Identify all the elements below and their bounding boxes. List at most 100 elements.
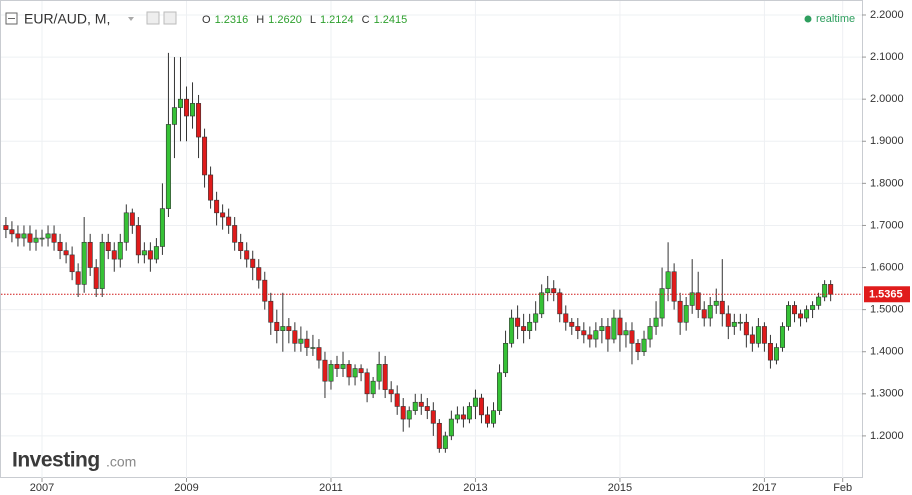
candle-body [599, 326, 605, 331]
candle-body [33, 237, 39, 243]
candle-body [725, 313, 731, 327]
candle-body [436, 422, 442, 449]
candle-body [497, 372, 503, 411]
candle-body [491, 410, 497, 424]
candle-body [828, 284, 834, 295]
candle-body [256, 267, 262, 281]
y-tick-label: 2.0000 [870, 93, 904, 105]
candle-body [424, 406, 430, 411]
candle-body [232, 225, 238, 243]
candle-body [701, 309, 707, 319]
candle-body [647, 326, 653, 340]
candle-body [27, 233, 33, 243]
candle-body [689, 292, 695, 306]
candle-body [105, 241, 111, 252]
y-tick-label: 1.9000 [870, 135, 904, 147]
candle-body [665, 271, 671, 289]
candle-body [57, 241, 63, 252]
y-tick-label: 2.1000 [870, 51, 904, 63]
candle-body [587, 334, 593, 340]
candle-body [388, 389, 394, 395]
candle-body [117, 241, 123, 260]
candle-body [743, 321, 749, 336]
plot-frame [0, 0, 863, 478]
candle-body [340, 364, 346, 369]
candle-body [521, 326, 527, 331]
x-tick-label: 2017 [752, 482, 776, 494]
candle-body [671, 271, 677, 302]
candle-body [515, 317, 521, 327]
candle-body [39, 237, 45, 240]
candle-body [569, 321, 575, 327]
readout-label: L [310, 14, 316, 26]
status: realtime [816, 13, 855, 25]
candle-body [779, 326, 785, 348]
candle-body [683, 305, 689, 323]
candle-body [280, 326, 286, 331]
candle-body [153, 246, 159, 260]
candle-body [63, 250, 69, 256]
readout-value: 1.2620 [268, 14, 302, 26]
logo-suffix: .com [106, 454, 136, 470]
candle-body [454, 414, 460, 420]
candle-body [177, 98, 183, 108]
candle-body [641, 338, 647, 353]
status-dot [804, 15, 812, 23]
candle-body [159, 208, 165, 247]
candle-body [81, 241, 87, 285]
candle-body [581, 330, 587, 336]
candle-body [310, 347, 316, 349]
candle-body [93, 267, 99, 289]
candle-body [382, 364, 388, 390]
symbol-title: EUR/AUD, M, [24, 11, 110, 27]
candle-body [184, 98, 190, 117]
candle-body [244, 250, 250, 260]
candle-body [629, 330, 635, 344]
candle-body [737, 321, 743, 324]
candle-body [822, 284, 828, 298]
candle-body [785, 305, 791, 327]
candle-body [394, 393, 400, 407]
candle-body [9, 229, 15, 235]
candle-body [304, 338, 310, 348]
candle-body [545, 288, 551, 294]
candle-body [21, 233, 27, 239]
candle-body [171, 107, 177, 125]
logo: Investing [12, 449, 100, 472]
candle-body [15, 233, 21, 239]
candle-body [406, 410, 412, 420]
candle-body [274, 321, 280, 331]
close-icon[interactable] [163, 11, 177, 25]
candle-body [478, 397, 484, 416]
x-tick-label: 2011 [319, 482, 343, 494]
candle-body [430, 410, 436, 424]
readout-label: C [362, 14, 370, 26]
readout-value: 1.2415 [374, 14, 408, 26]
candle-body [220, 212, 226, 218]
candle-body [773, 347, 779, 361]
candle-body [286, 326, 292, 331]
settings-icon[interactable] [146, 11, 160, 25]
candle-body [804, 309, 810, 319]
dropdown-caret[interactable] [128, 17, 134, 21]
candle-body [653, 317, 659, 327]
candle-body [617, 317, 623, 336]
candle-body [376, 364, 382, 382]
x-tick-label: Feb [833, 482, 852, 494]
candle-body [316, 347, 322, 361]
candle-body [719, 300, 725, 315]
candle-body [472, 397, 478, 407]
candle-body [623, 330, 629, 336]
candle-body [298, 338, 304, 344]
y-tick-label: 1.4000 [870, 346, 904, 358]
candle-body [484, 414, 490, 424]
readout-label: O [202, 14, 211, 26]
candle-body [75, 271, 81, 285]
candle-body [123, 212, 129, 243]
candle-body [557, 292, 563, 315]
candle-body [448, 418, 454, 437]
candle-body [767, 343, 773, 361]
candle-body [135, 225, 141, 256]
candle-body [268, 300, 274, 323]
